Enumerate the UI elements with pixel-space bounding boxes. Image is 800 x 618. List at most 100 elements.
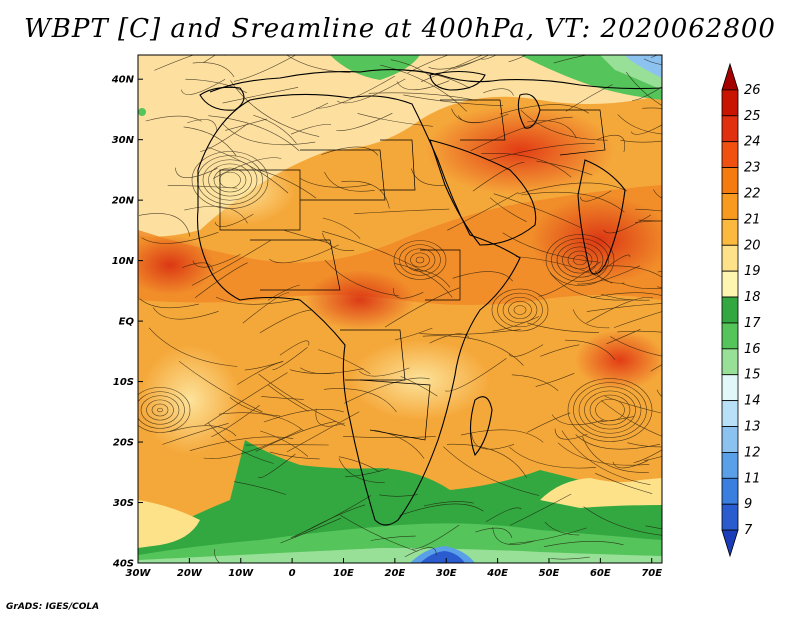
streamline xyxy=(237,361,283,385)
streamline xyxy=(443,446,540,496)
streamline xyxy=(580,190,612,202)
lon-axis: 30W 20W 10W 0 10E 20E 30E 40E 50E 60E 70E xyxy=(126,558,662,579)
colorbar-swatch xyxy=(721,374,739,402)
streamline xyxy=(259,430,309,457)
colorbar-swatch xyxy=(721,426,739,453)
streamline xyxy=(396,80,450,91)
streamline xyxy=(290,495,372,538)
streamline xyxy=(290,123,332,135)
streamline xyxy=(472,162,525,192)
streamline xyxy=(638,219,662,222)
streamline xyxy=(400,376,438,397)
streamline xyxy=(148,327,238,367)
streamline xyxy=(394,263,453,298)
streamline xyxy=(492,527,536,545)
streamline xyxy=(653,189,662,199)
streamline xyxy=(374,430,425,459)
streamline xyxy=(554,428,588,440)
streamline xyxy=(517,182,628,195)
streamline xyxy=(630,124,662,135)
streamline xyxy=(162,423,229,445)
colorbar-label: 13 xyxy=(744,420,761,435)
streamline xyxy=(207,146,289,194)
streamline xyxy=(412,524,460,550)
colorbar-swatch xyxy=(721,348,739,376)
eddy-streamline xyxy=(138,391,185,429)
streamline xyxy=(141,232,219,244)
streamline xyxy=(284,230,331,244)
streamline xyxy=(511,374,559,391)
colorbar-swatch xyxy=(721,167,739,194)
streamline xyxy=(550,556,590,560)
streamline xyxy=(625,71,662,106)
colorbar-label: 16 xyxy=(744,342,761,357)
streamline xyxy=(316,75,395,109)
eddy-streamline xyxy=(146,399,174,421)
streamline xyxy=(258,373,346,426)
streamline xyxy=(258,453,296,479)
streamline xyxy=(582,436,650,473)
streamline xyxy=(322,232,355,251)
streamline xyxy=(322,217,361,239)
streamline xyxy=(189,436,294,451)
streamline xyxy=(338,458,385,483)
lon-label: 20E xyxy=(384,568,405,579)
streamline xyxy=(661,61,662,63)
streamline xyxy=(229,397,281,417)
streamline xyxy=(357,113,433,127)
streamline xyxy=(138,213,191,237)
streamline xyxy=(627,442,662,448)
streamline xyxy=(475,527,513,538)
colorbar-label: 20 xyxy=(744,238,761,253)
streamline xyxy=(645,525,662,530)
streamline xyxy=(258,169,317,199)
streamline xyxy=(203,429,302,459)
streamline xyxy=(656,389,662,397)
streamline xyxy=(221,122,316,146)
streamline xyxy=(470,116,573,151)
streamline xyxy=(368,92,477,101)
streamline xyxy=(632,86,662,101)
streamline xyxy=(586,303,662,312)
streamline xyxy=(279,340,310,356)
streamline xyxy=(446,443,527,478)
colorbar-swatch xyxy=(721,477,739,505)
streamline xyxy=(509,493,572,526)
streamline xyxy=(612,460,649,469)
streamline xyxy=(242,292,290,324)
streamline xyxy=(192,62,235,78)
streamline xyxy=(215,296,299,305)
colorbar-label: 14 xyxy=(744,394,761,409)
streamline xyxy=(182,262,214,271)
streamline xyxy=(338,456,380,473)
streamline xyxy=(261,396,304,400)
lon-label: 60E xyxy=(590,568,611,579)
streamline xyxy=(268,384,309,412)
streamline xyxy=(617,114,662,135)
streamline xyxy=(322,230,424,272)
colorbar-label: 19 xyxy=(744,264,761,279)
streamline xyxy=(192,254,241,268)
streamline xyxy=(139,298,199,309)
lat-label: 20S xyxy=(113,438,134,449)
streamline xyxy=(255,421,336,452)
streamline xyxy=(540,344,580,357)
streamline xyxy=(634,220,662,223)
lat-label: 40N xyxy=(111,75,135,86)
streamline xyxy=(657,286,662,288)
streamline xyxy=(269,244,339,264)
eddy-streamline xyxy=(567,250,593,270)
map-title: WBPT [C] and Sreamline at 400hPa, VT: 20… xyxy=(24,14,776,44)
streamline xyxy=(509,446,596,469)
lat-axis: 40N 30N 20N 10N EQ 10S 20S 30S 40S xyxy=(111,75,143,570)
streamline xyxy=(452,271,513,282)
eddy-streamline xyxy=(138,387,191,433)
streamline xyxy=(218,412,304,431)
colorbar-swatch xyxy=(721,322,739,350)
eddy-streamline xyxy=(191,151,269,209)
lon-label: 0 xyxy=(289,568,296,579)
colorbar-swatch xyxy=(721,244,739,272)
colorbar-swatch xyxy=(721,141,739,168)
eddy-streamline xyxy=(213,167,247,193)
colorbar-swatch xyxy=(721,270,739,298)
